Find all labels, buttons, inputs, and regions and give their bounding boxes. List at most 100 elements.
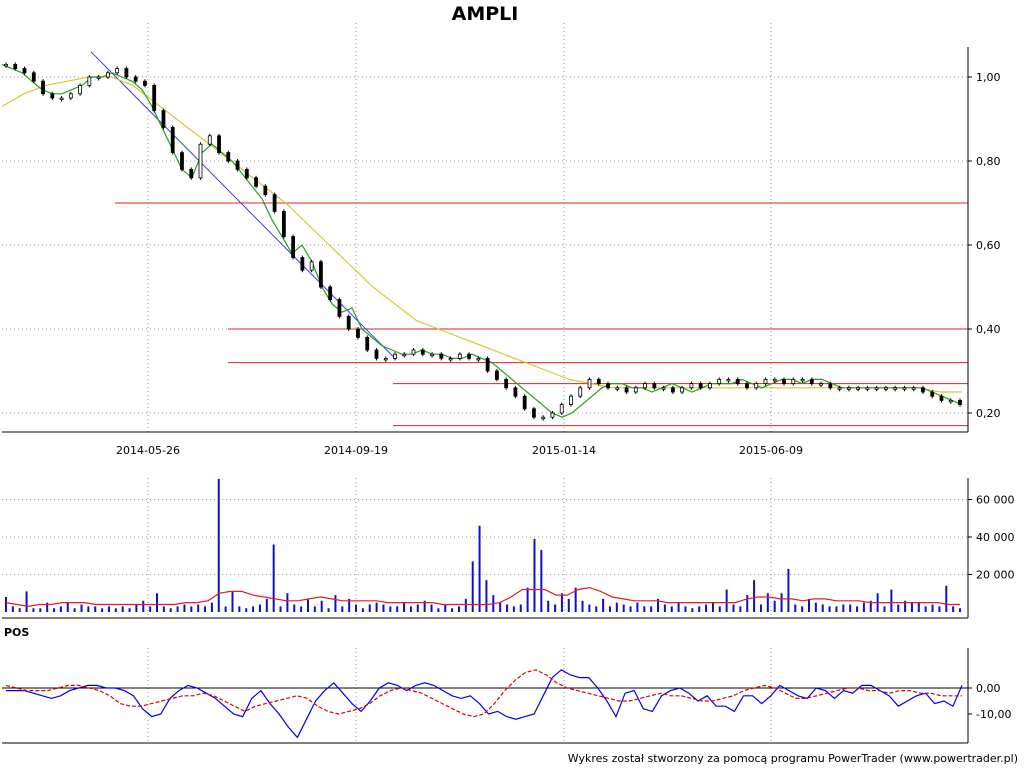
candle-body xyxy=(633,387,638,393)
candle-body xyxy=(4,64,8,67)
candle-body xyxy=(309,261,314,271)
candle-body xyxy=(281,210,286,237)
volume-panel: 20 000 40 000 60 000 xyxy=(2,478,1015,619)
candle-body xyxy=(115,68,120,74)
candle-body xyxy=(143,80,147,86)
candle-body xyxy=(800,378,805,382)
chart-title: AMPLI xyxy=(452,3,519,25)
candle-body xyxy=(643,383,647,389)
volume-y-axis: 20 000 40 000 60 000 xyxy=(968,494,1015,582)
price-x-tick: 2015-01-14 xyxy=(532,444,596,457)
candle-body xyxy=(689,383,694,389)
candle-body xyxy=(439,353,444,359)
volume-average-line xyxy=(5,586,960,608)
candle-body xyxy=(911,387,916,390)
candle-body xyxy=(921,387,925,393)
candle-body xyxy=(383,357,388,361)
candle-body xyxy=(930,391,935,397)
candle-body xyxy=(948,399,953,403)
candle-body xyxy=(300,257,305,271)
price-y-tick: 0,60 xyxy=(976,239,1001,252)
candle-body xyxy=(346,315,351,330)
candle-body xyxy=(235,160,240,170)
candle-body xyxy=(782,378,786,384)
candle-body xyxy=(615,387,620,390)
candle-body xyxy=(569,395,573,406)
candle-body xyxy=(22,68,27,74)
support-lines xyxy=(90,51,968,427)
candles xyxy=(4,62,962,421)
candle-body xyxy=(152,85,157,112)
pos-lines xyxy=(5,669,963,739)
price-x-tick: 2014-05-26 xyxy=(116,444,180,457)
candle-body xyxy=(189,168,194,179)
candle-body xyxy=(735,378,740,384)
price-y-tick: 0,80 xyxy=(976,155,1001,168)
candle-body xyxy=(652,383,657,389)
candle-body xyxy=(578,387,583,397)
trend-line xyxy=(90,51,396,359)
candle-body xyxy=(365,336,370,351)
candle-body xyxy=(291,236,296,259)
price-x-axis: 2014-05-26 2014-09-19 2015-01-14 2015-06-09 xyxy=(116,444,803,457)
pos-line xyxy=(6,669,963,739)
candle-body xyxy=(624,387,629,393)
volume-grid xyxy=(2,478,968,618)
candle-body xyxy=(68,93,73,99)
candle-body xyxy=(958,399,962,405)
candle-body xyxy=(198,143,203,179)
pos-panel: POS 0,00 -10,00 xyxy=(2,626,1011,744)
candle-body xyxy=(356,328,360,338)
candle-body xyxy=(207,135,212,145)
candle-body xyxy=(393,353,397,359)
candle-body xyxy=(717,378,722,384)
candle-body xyxy=(837,387,842,390)
candle-body xyxy=(865,387,870,390)
footer-credit: Wykres został stworzony za pomocą progra… xyxy=(568,752,1018,765)
candle-body xyxy=(726,378,731,382)
candle-body xyxy=(124,68,129,78)
candle-body xyxy=(670,387,675,393)
candle-body xyxy=(411,349,416,355)
price-x-tick: 2015-06-09 xyxy=(739,444,803,457)
candle-body xyxy=(319,261,323,288)
candle-body xyxy=(448,357,453,361)
pos-y-tick: -10,00 xyxy=(976,708,1011,721)
vol-y-tick: 40 000 xyxy=(976,531,1015,544)
candle-body xyxy=(522,395,527,410)
candle-body xyxy=(846,387,851,390)
candle-body xyxy=(476,357,481,361)
candle-body xyxy=(170,127,175,154)
pos-grid xyxy=(2,648,968,743)
candle-body xyxy=(856,387,861,390)
price-y-tick: 0,20 xyxy=(976,407,1001,420)
candle-body xyxy=(596,378,601,384)
price-x-tick: 2014-09-19 xyxy=(324,444,388,457)
candle-body xyxy=(402,353,407,357)
candle-body xyxy=(78,85,82,95)
candle-body xyxy=(874,387,879,390)
candle-body xyxy=(698,383,703,389)
candle-body xyxy=(532,408,536,418)
candle-body xyxy=(893,387,898,390)
candle-body xyxy=(217,135,221,154)
price-y-axis: 0,20 0,40 0,60 0,80 1,00 xyxy=(968,71,1001,420)
candle-body xyxy=(244,168,249,179)
candle-body xyxy=(87,76,92,86)
candle-body xyxy=(550,412,555,418)
candle-body xyxy=(708,383,712,389)
candle-body xyxy=(504,378,509,389)
candle-body xyxy=(41,80,45,95)
candle-body xyxy=(374,349,379,359)
candle-body xyxy=(902,387,907,390)
candle-body xyxy=(133,76,138,82)
candle-body xyxy=(828,383,833,389)
candle-body xyxy=(661,387,666,390)
candle-body xyxy=(754,383,759,389)
candle-body xyxy=(791,378,796,384)
candle-body xyxy=(884,387,888,390)
candle-body xyxy=(96,76,101,79)
volume-average xyxy=(5,586,960,608)
candle-body xyxy=(559,404,564,414)
